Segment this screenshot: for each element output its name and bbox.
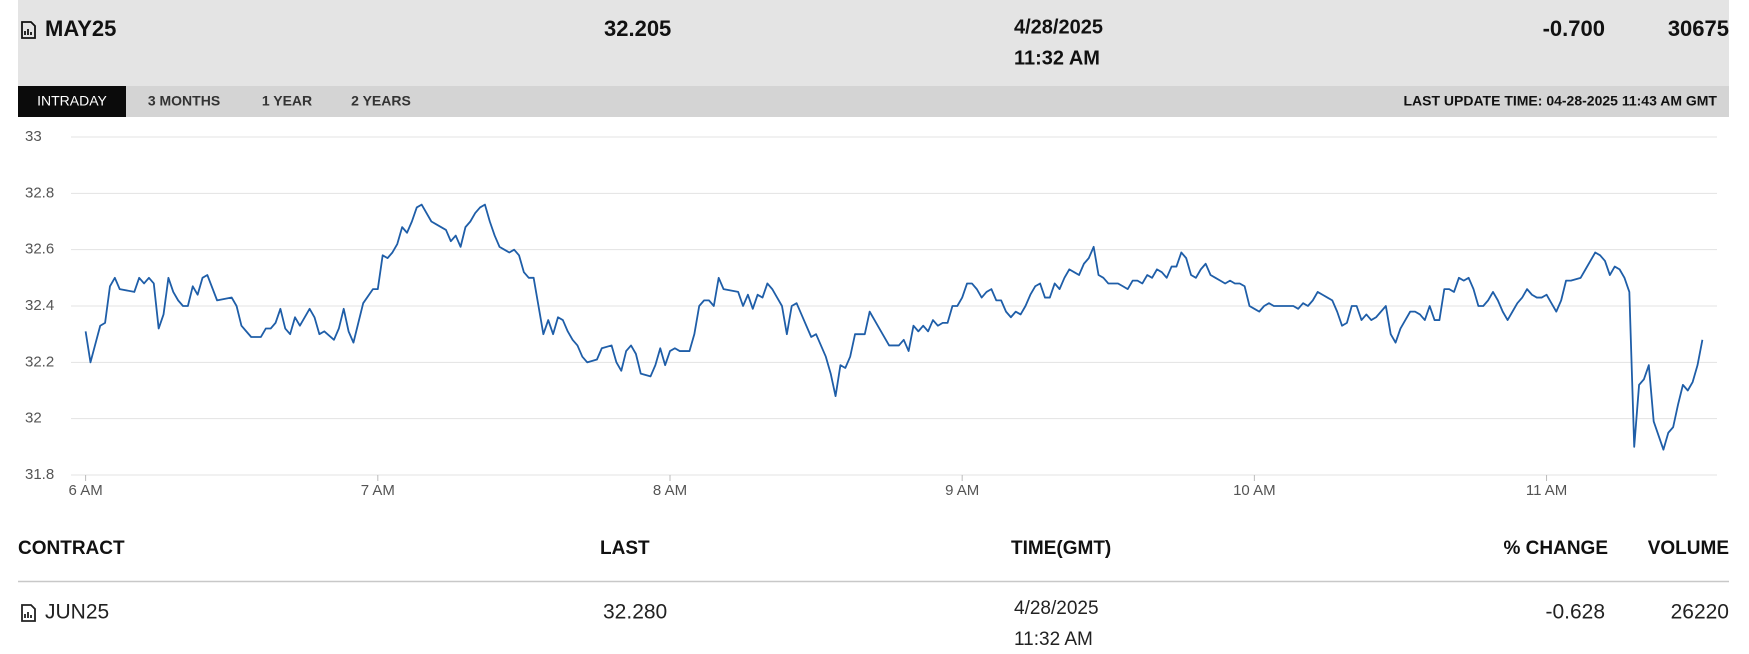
header-change: -0.700 — [1543, 16, 1605, 41]
header-volume: 30675 — [1668, 16, 1729, 41]
row-date: 4/28/2025 — [1014, 598, 1099, 619]
tab[interactable]: INTRADAY — [37, 93, 107, 109]
row-time: 11:32 AM — [1014, 629, 1093, 650]
contract-icon — [21, 604, 36, 622]
x-tick-label: 6 AM — [69, 482, 103, 499]
column-header: TIME(GMT) — [1011, 538, 1111, 559]
x-tick-label: 11 AM — [1526, 482, 1567, 499]
header-contract[interactable]: MAY25 — [45, 16, 116, 41]
header-band — [18, 0, 1729, 86]
x-tick-label: 9 AM — [945, 482, 979, 499]
tab-bar — [18, 86, 1729, 117]
row-last: 32.280 — [603, 601, 667, 624]
y-tick-label: 32.4 — [25, 297, 54, 314]
x-tick-label: 7 AM — [361, 482, 395, 499]
y-tick-label: 32.8 — [25, 184, 54, 201]
chart: 31.8 32 32.2 32.4 32.6 32.8 33 6 AM 7 AM 8 AM 9 AM… — [25, 128, 1717, 499]
column-header: CONTRACT — [18, 538, 125, 559]
header-date: 4/28/2025 — [1014, 16, 1103, 38]
column-header: VOLUME — [1648, 538, 1729, 559]
y-tick-label: 31.8 — [25, 466, 54, 483]
row-contract[interactable]: JUN25 — [45, 601, 109, 624]
row-change: -0.628 — [1545, 601, 1605, 624]
tab[interactable]: 3 MONTHS — [148, 93, 220, 109]
active-tab-bg — [18, 86, 126, 117]
column-header: % CHANGE — [1503, 538, 1608, 559]
y-tick-label: 32 — [25, 410, 42, 427]
tab[interactable]: 2 YEARS — [351, 93, 411, 109]
contract-icon — [21, 21, 36, 39]
header-time: 11:32 AM — [1014, 47, 1100, 69]
y-tick-label: 32.2 — [25, 353, 54, 370]
x-tick-label: 8 AM — [653, 482, 687, 499]
y-tick-label: 33 — [25, 128, 42, 145]
price-line — [84, 203, 1704, 451]
y-tick-label: 32.6 — [25, 241, 54, 258]
row-volume: 26220 — [1671, 601, 1729, 624]
column-header: LAST — [600, 538, 650, 559]
last-update: LAST UPDATE TIME: 04-28-2025 11:43 AM GM… — [1403, 93, 1717, 109]
x-tick-label: 10 AM — [1233, 482, 1276, 499]
tab[interactable]: 1 YEAR — [262, 93, 312, 109]
header-last: 32.205 — [604, 16, 671, 41]
